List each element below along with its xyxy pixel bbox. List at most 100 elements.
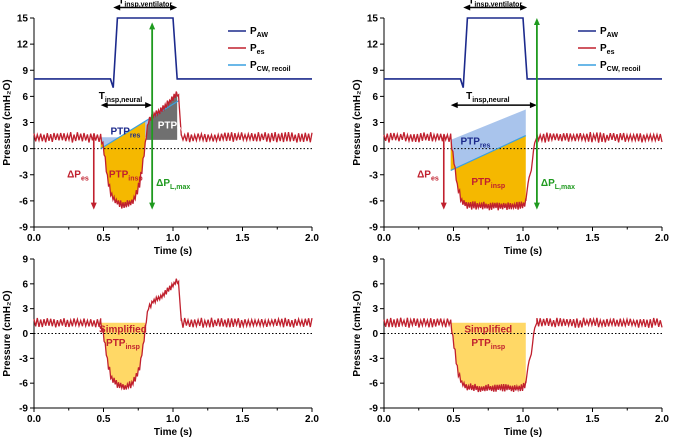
x-tick-label: 2.0	[655, 414, 669, 425]
simplified-ptp-area	[100, 322, 146, 388]
x-tick-label: 1.5	[236, 414, 250, 425]
t-neural-arrow-head	[529, 102, 537, 109]
y-tick-label: 0	[22, 329, 28, 340]
x-tick-label: 0.5	[97, 414, 111, 425]
y-tick-label: -9	[369, 223, 378, 234]
y-tick-label: 3	[22, 304, 28, 315]
simplified-label: Simplified	[464, 325, 512, 336]
ptp-ven-label: PTPven	[158, 121, 190, 134]
y-tick-label: 6	[372, 92, 378, 103]
y-axis-title: Pressure (cmH₂O)	[2, 290, 13, 376]
y-tick-label: -3	[369, 170, 378, 181]
pcw-line	[100, 100, 179, 150]
dpl-label: ΔPL,max	[541, 178, 575, 191]
x-tick-label: 1.0	[516, 233, 530, 244]
x-tick-label: 1.0	[166, 414, 180, 425]
simplified-ptp-label: PTPinsp	[471, 338, 505, 351]
dpl-arrow-head	[149, 202, 156, 210]
legend-pes-label: Pes	[600, 43, 615, 56]
ptp-res-label: PTPres	[460, 136, 490, 149]
t-vent-arrow-head	[463, 4, 471, 11]
x-tick-label: 1.5	[236, 233, 250, 244]
dpes-arrow-head	[440, 202, 447, 210]
t-neural-arrow-head	[450, 102, 458, 109]
x-tick-label: 0.5	[97, 233, 111, 244]
t-vent-arrow-head	[520, 4, 528, 11]
y-tick-label: 3	[372, 118, 378, 129]
paw-line	[34, 17, 312, 88]
x-tick-label: 0.5	[447, 414, 461, 425]
y-tick-label: 0	[22, 144, 28, 155]
y-tick-label: -3	[19, 354, 28, 365]
x-tick-label: 0.5	[447, 233, 461, 244]
t-neural-label: Tinsp,neural	[466, 91, 510, 104]
y-tick-label: -6	[369, 196, 378, 207]
y-tick-label: 9	[372, 255, 378, 266]
chart-top-left: -9 -6 -3 0 3 6 9 12 15 0.0 0.5 1.0 1.5 2.0 Time (s) Pre…	[2, 0, 319, 257]
y-tick-label: -6	[369, 379, 378, 390]
y-tick-label: -3	[369, 354, 378, 365]
simplified-ptp-area	[450, 322, 526, 389]
y-tick-label: 15	[367, 14, 379, 25]
x-axis-title: Time (s)	[504, 246, 542, 257]
chart-bottom-left: -9 -6 -3 0 3 6 9 0.0 0.5 1.0 1.5 2.0 Time (s) Pressur…	[2, 255, 319, 438]
y-tick-label: 6	[22, 92, 28, 103]
dpes-label: ΔPes	[67, 169, 89, 182]
chart-top-right: -9 -6 -3 0 3 6 9 12 15 0.0 0.5 1.0 1.5 2.0 Time (s) Pre…	[352, 0, 669, 257]
y-tick-label: 3	[22, 118, 28, 129]
y-axis-title: Pressure (cmH₂O)	[2, 79, 13, 165]
pes-line	[33, 278, 313, 391]
y-tick-label: 12	[367, 40, 379, 51]
paw-line	[384, 17, 662, 88]
y-tick-label: 6	[22, 279, 28, 290]
x-axis-title: Time (s)	[154, 246, 192, 257]
y-axis-title: Pressure (cmH₂O)	[352, 290, 363, 376]
pcw-line	[450, 135, 527, 171]
t-vent-arrow-head	[170, 4, 178, 11]
y-tick-label: 9	[22, 255, 28, 266]
y-tick-label: 9	[22, 66, 28, 77]
y-tick-label: 0	[372, 144, 378, 155]
x-tick-label: 2.0	[655, 233, 669, 244]
x-tick-label: 2.0	[305, 233, 319, 244]
legend-pcw-label: PCW, recoil	[250, 60, 291, 73]
legend-pcw-label: PCW, recoil	[600, 60, 641, 73]
t-neural-label: Tinsp,neural	[99, 91, 143, 104]
x-tick-label: 1.5	[586, 233, 600, 244]
t-vent-label: Tinsp,ventilator	[118, 0, 172, 9]
ptp-insp-area	[450, 135, 526, 207]
dpes-label: ΔPes	[417, 169, 439, 182]
x-axis-title: Time (s)	[154, 427, 192, 438]
legend-paw-label: PAW	[600, 26, 618, 39]
ptp-insp-label: PTPinsp	[109, 169, 143, 182]
x-tick-label: 1.0	[166, 233, 180, 244]
simplified-ptp-label: PTPinsp	[106, 338, 140, 351]
dpl-label: ΔPL,max	[156, 178, 190, 191]
dpes-arrow-head	[90, 202, 97, 210]
t-vent-label: Tinsp,ventilator	[468, 0, 522, 9]
y-tick-label: 0	[372, 329, 378, 340]
y-tick-label: -9	[19, 404, 28, 415]
chart-bottom-right: -9 -6 -3 0 3 6 9 0.0 0.5 1.0 1.5 2.0 Time (s) Pressur…	[352, 255, 669, 438]
x-tick-label: 1.0	[516, 414, 530, 425]
y-tick-label: -9	[369, 404, 378, 415]
legend-paw-label: PAW	[250, 26, 268, 39]
x-tick-label: 0.0	[377, 414, 391, 425]
pes-line	[383, 316, 663, 393]
x-tick-label: 0.0	[377, 233, 391, 244]
x-tick-label: 2.0	[305, 414, 319, 425]
dpl-arrow-head	[533, 18, 540, 25]
y-tick-label: 3	[372, 304, 378, 315]
dpl-arrow-head	[533, 202, 540, 210]
legend-pes-label: Pes	[250, 43, 265, 56]
y-tick-label: 15	[17, 14, 29, 25]
y-tick-label: -6	[19, 196, 28, 207]
simplified-label: Simplified	[99, 325, 147, 336]
ptp-ven-area	[145, 92, 178, 145]
pes-line	[33, 91, 313, 209]
pes-line	[383, 131, 663, 211]
y-axis-title: Pressure (cmH₂O)	[352, 79, 363, 165]
t-neural-arrow-head	[100, 102, 108, 109]
x-axis-title: Time (s)	[504, 427, 542, 438]
